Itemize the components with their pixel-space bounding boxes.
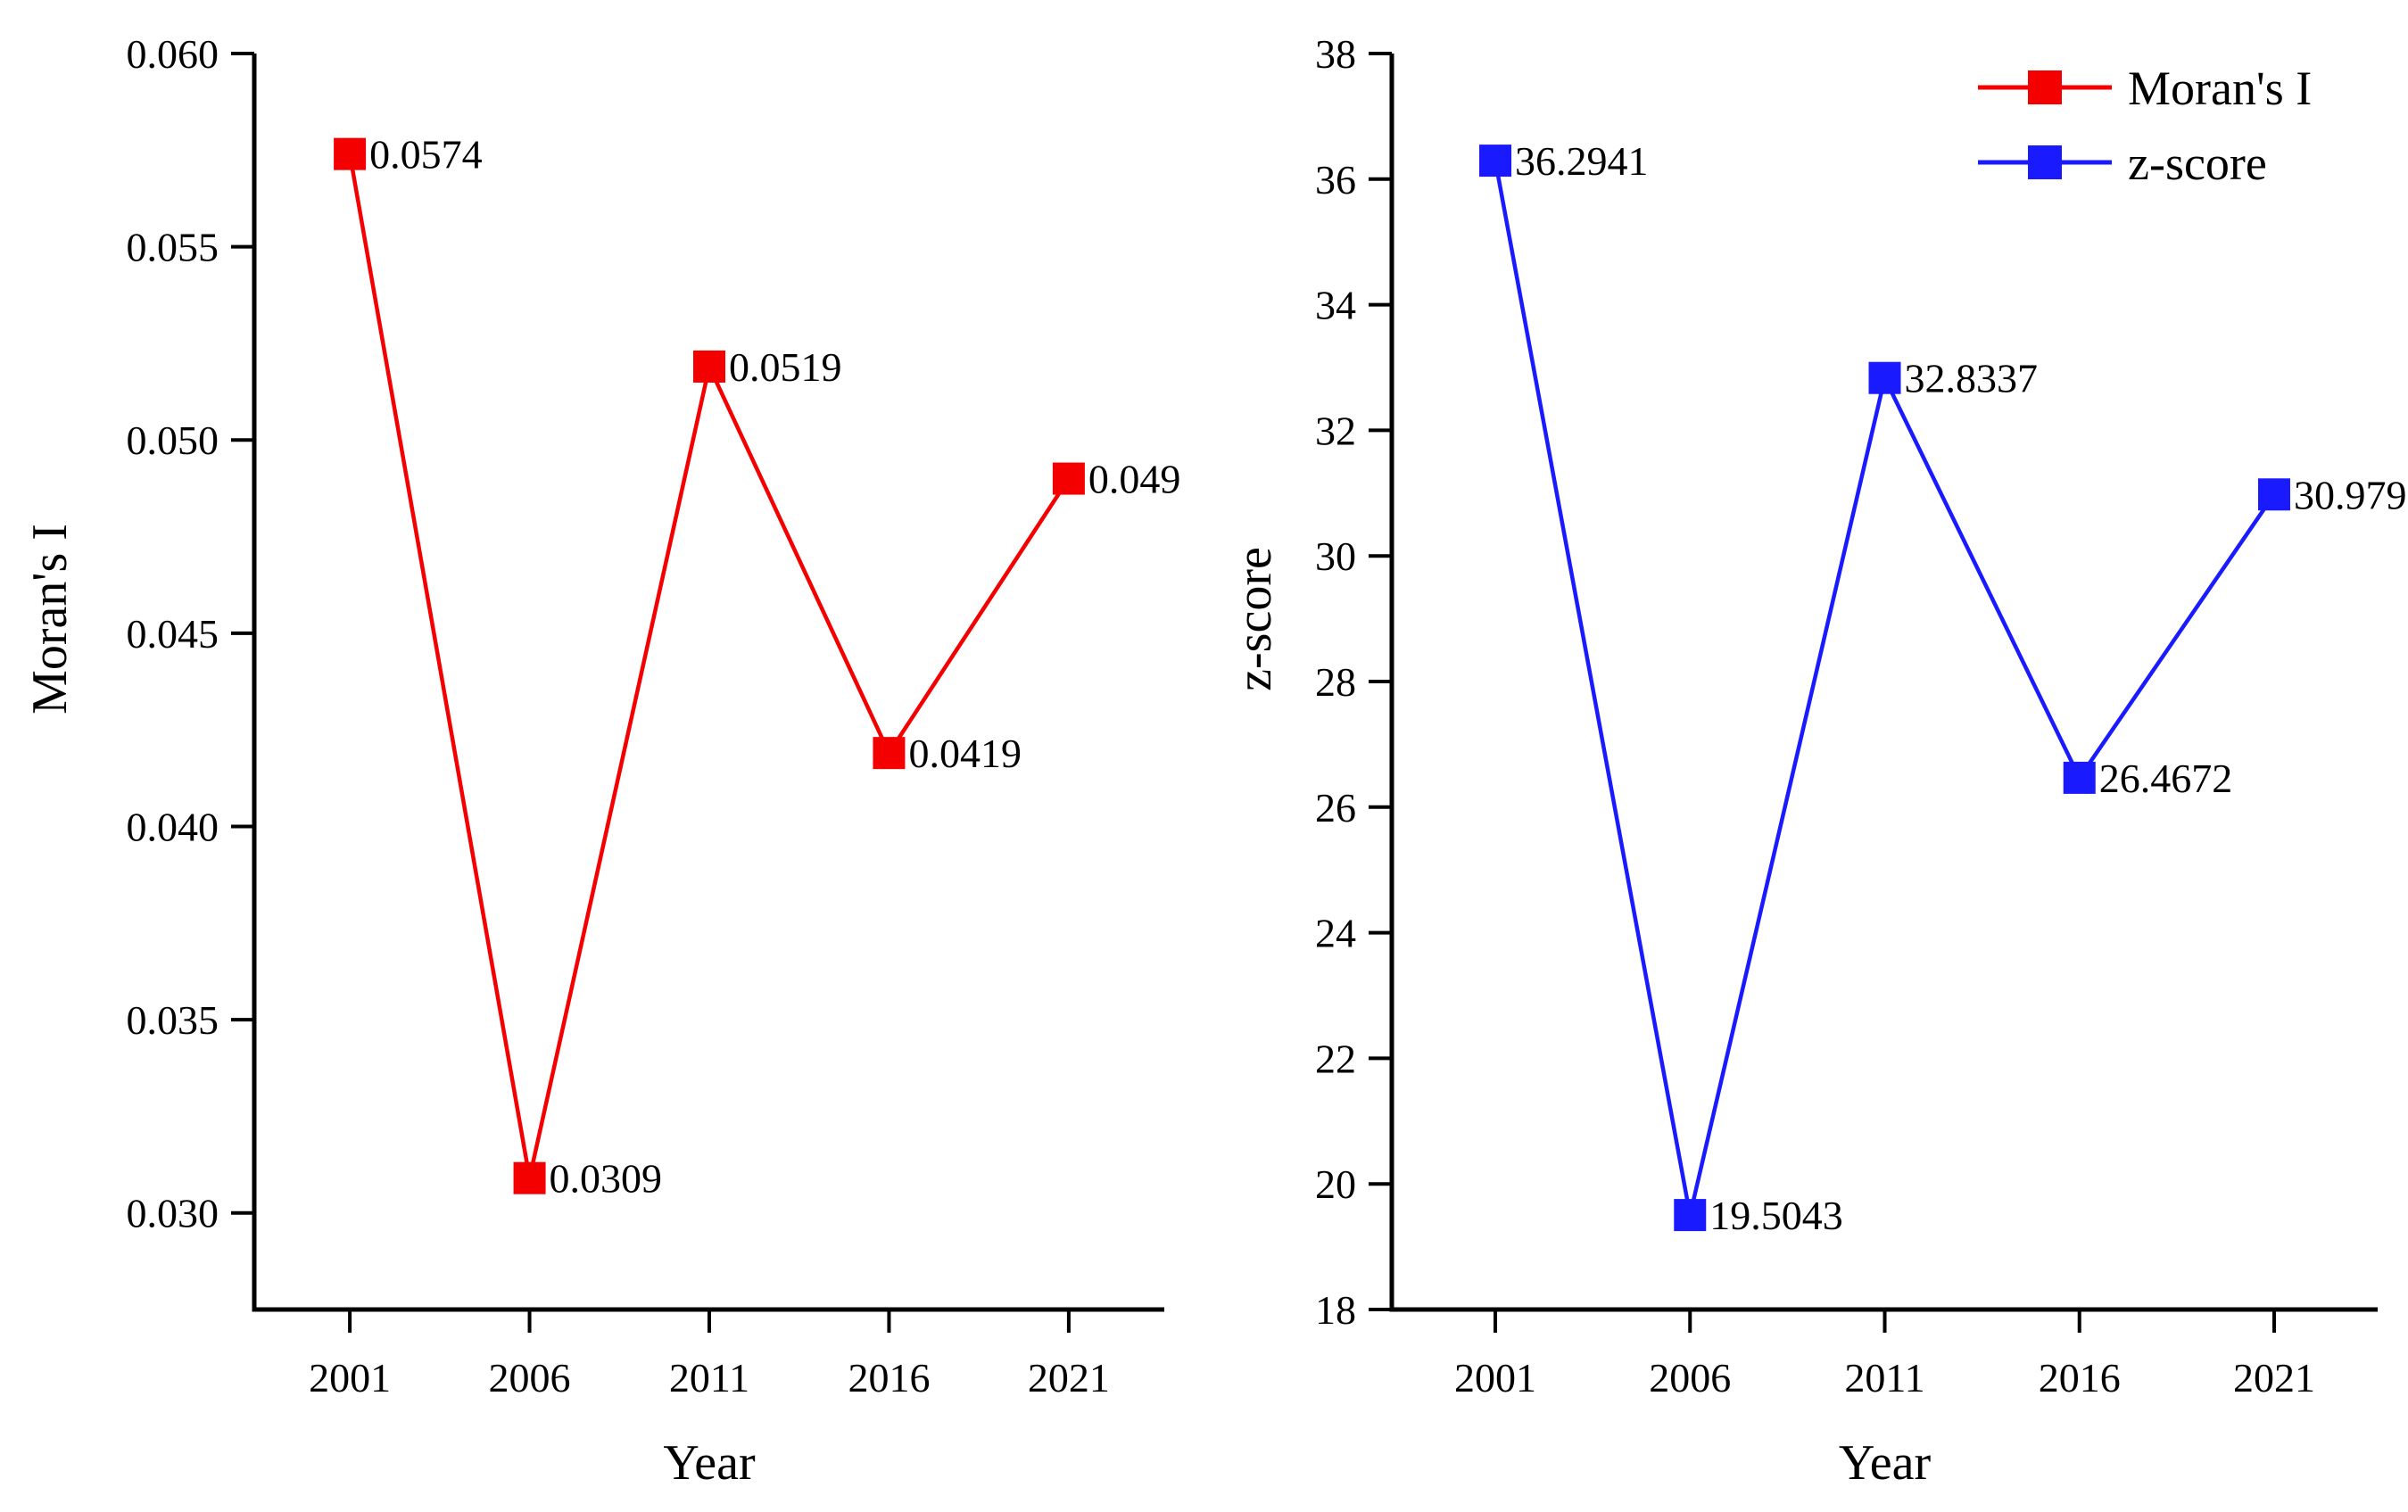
- y-tick-label: 0.040: [127, 804, 219, 849]
- y-tick-label: 32: [1315, 408, 1356, 453]
- data-point-label: 0.0309: [550, 1156, 663, 1202]
- data-point-marker: [334, 137, 367, 170]
- y-tick-label: 24: [1315, 911, 1356, 956]
- data-point-marker: [1868, 361, 1901, 394]
- x-tick-label: 2016: [2039, 1355, 2121, 1400]
- y-tick-label: 36: [1315, 157, 1356, 202]
- data-point-label: 19.5043: [1709, 1193, 1843, 1238]
- data-point-marker: [1674, 1199, 1707, 1232]
- x-tick-label: 2001: [309, 1355, 391, 1400]
- data-point-marker: [2257, 478, 2290, 511]
- data-point-marker: [693, 350, 725, 383]
- y-tick-label: 0.030: [127, 1191, 219, 1236]
- data-point-label: 0.049: [1088, 457, 1181, 502]
- x-tick-label: 2011: [669, 1355, 749, 1400]
- series-line: [1493, 160, 2276, 1216]
- y-tick-label: 34: [1315, 283, 1356, 328]
- data-point-label: 0.0574: [369, 132, 482, 178]
- data-point-marker: [873, 737, 906, 770]
- y-tick-label: 0.050: [127, 417, 219, 463]
- x-tick-label: 2016: [848, 1355, 930, 1400]
- data-point-marker: [1052, 462, 1085, 495]
- legend-item-label: Moran's I: [2128, 62, 2312, 115]
- x-axis-title: Year: [663, 1435, 756, 1491]
- y-tick-label: 28: [1315, 659, 1356, 705]
- data-point-label: 0.0419: [908, 731, 1021, 776]
- data-point-marker: [2063, 761, 2096, 794]
- data-point-label: 36.2941: [1515, 138, 1649, 184]
- legend-item: z-score: [1978, 136, 2267, 190]
- y-tick-label: 18: [1315, 1287, 1356, 1333]
- y-tick-label: 0.045: [127, 611, 219, 657]
- y-tick-label: 38: [1315, 31, 1356, 77]
- legend: Moran's I z-score: [1978, 62, 2312, 190]
- x-tick-label: 2021: [1028, 1355, 1110, 1400]
- z-score-chart-panel: 18 20 22 24 26 28 30 32 34 36 38 2001 2006 2011 2016 20…: [1204, 0, 2408, 1512]
- y-tick-label: 26: [1315, 785, 1356, 830]
- y-tick-label: 0.035: [127, 997, 219, 1043]
- y-axis-title: z-score: [1227, 547, 1282, 691]
- x-tick-label: 2006: [1649, 1355, 1731, 1400]
- morans-i-chart: 0.030 0.035 0.040 0.045 0.050 0.055 0.060 2001 2…: [22, 31, 1181, 1491]
- y-tick-label: 22: [1315, 1036, 1356, 1081]
- morans-i-chart-panel: 0.030 0.035 0.040 0.045 0.050 0.055 0.060 2001 2…: [22, 31, 1181, 1491]
- y-tick-label: 20: [1315, 1161, 1356, 1207]
- data-point-marker: [513, 1161, 546, 1194]
- y-axis-title: Moran's I: [22, 524, 78, 715]
- data-point-label: 0.0519: [729, 344, 842, 390]
- x-tick-label: 2011: [1844, 1355, 1924, 1400]
- legend-item: Moran's I: [1978, 62, 2312, 115]
- y-tick-label: 30: [1315, 533, 1356, 579]
- y-tick-label: 0.055: [127, 225, 219, 270]
- x-tick-label: 2006: [489, 1355, 571, 1400]
- data-point-label: 30.979: [2294, 472, 2407, 517]
- x-axis-title: Year: [1839, 1435, 1932, 1491]
- data-point-label: 26.4672: [2099, 756, 2233, 801]
- legend-swatch-marker: [2028, 70, 2062, 104]
- legend-item-label: z-score: [2128, 136, 2267, 190]
- x-tick-label: 2001: [1454, 1355, 1536, 1400]
- data-point-marker: [1479, 145, 1512, 178]
- legend-swatch-marker: [2028, 145, 2062, 179]
- series-line: [347, 153, 1071, 1179]
- data-point-label: 32.8337: [1905, 356, 2039, 401]
- y-tick-label: 0.060: [127, 31, 219, 77]
- z-score-chart: 18 20 22 24 26 28 30 32 34 36 38 2001 2006 2011 2016 20…: [1227, 31, 2407, 1491]
- x-tick-label: 2021: [2233, 1355, 2315, 1400]
